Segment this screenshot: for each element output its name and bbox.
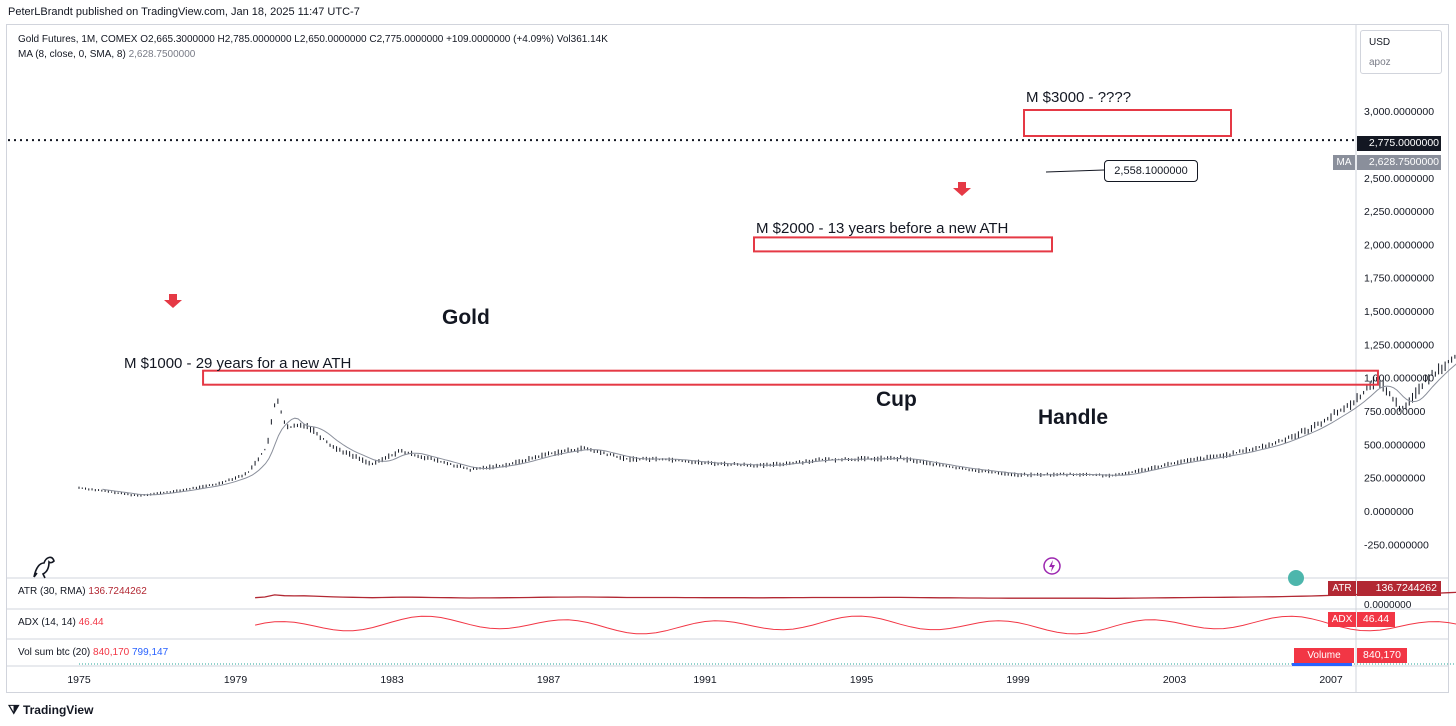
ma-tag-label: MA (1333, 155, 1355, 170)
series-title: Gold Futures, 1M, COMEX (18, 34, 138, 45)
y-tick-label: 1,000.0000000 (1364, 373, 1434, 385)
series-legend: Gold Futures, 1M, COMEX O2,665.3000000 H… (18, 34, 608, 45)
ma-label: MA (8, close, 0, SMA, 8) (18, 49, 126, 60)
x-tick-label: 1991 (693, 674, 717, 686)
adx-legend: ADX (14, 14) 46.44 (18, 617, 104, 628)
dino-replay-icon (33, 556, 55, 579)
chart-frame (6, 24, 1449, 693)
x-tick-label: 1979 (224, 674, 248, 686)
tradingview-footer[interactable]: ⧩ TradingView (8, 702, 93, 718)
annotation-m3000: M $3000 - ???? (1026, 89, 1132, 106)
currency-sub: apoz (1369, 57, 1391, 68)
tradingview-brand: TradingView (22, 703, 94, 717)
annotation-handle: Handle (1038, 406, 1109, 429)
x-tick-label: 1999 (1006, 674, 1030, 686)
y-tick-label: 250.0000000 (1364, 473, 1425, 485)
adx-line (254, 615, 1456, 635)
publisher-line: PeterLBrandt published on TradingView.co… (8, 6, 360, 18)
resistance-box (1023, 109, 1232, 137)
annotation-cup: Cup (876, 388, 917, 411)
callout-connector (1045, 169, 1105, 173)
adx-value: 46.44 (78, 617, 104, 628)
x-tick-label: 2007 (1319, 674, 1343, 686)
x-tick-label: 1975 (67, 674, 91, 686)
adx-tag-label: ADX (1328, 612, 1356, 627)
flash-event-icon (1043, 557, 1061, 575)
adx-price-tag: 46.44 (1357, 612, 1395, 627)
atr-zero-label: 0.0000000 (1364, 600, 1412, 611)
volume-label: Vol sum btc (20) (18, 647, 91, 658)
atr-label: ATR (30, RMA) (18, 586, 86, 597)
volume-value-1: 840,170 (93, 647, 130, 658)
y-tick-label: 2,250.0000000 (1364, 206, 1434, 218)
atr-legend: ATR (30, RMA) 136.7244262 (18, 586, 147, 597)
currency-label: USD (1369, 37, 1391, 48)
atr-tag-label: ATR (1328, 581, 1356, 596)
x-tick-label: 1987 (537, 674, 561, 686)
x-tick-label: 1983 (380, 674, 404, 686)
volume-blue-marker (1292, 663, 1352, 666)
ohlc-values: O2,665.3000000 H2,785.0000000 L2,650.000… (140, 34, 608, 45)
y-tick-label: 1,500.0000000 (1364, 306, 1434, 318)
tradingview-logo-icon: ⧩ (8, 702, 20, 717)
y-tick-label: 1,250.0000000 (1364, 339, 1434, 351)
x-tick-label: 2003 (1163, 674, 1187, 686)
atr-line (255, 591, 1456, 599)
ma-price-tag: 2,628.7500000 (1357, 155, 1441, 170)
currency-selector[interactable]: USD apoz (1360, 30, 1442, 74)
annotation-gold: Gold (442, 306, 490, 329)
atr-price-tag: 136.7244262 (1357, 581, 1441, 596)
down-arrow-icon (953, 182, 971, 196)
candles (78, 354, 1456, 497)
y-tick-label: 2,500.0000000 (1364, 173, 1434, 185)
flash-event-icon (1049, 560, 1055, 572)
y-tick-label: 2,000.0000000 (1364, 239, 1434, 251)
volume-legend: Vol sum btc (20) 840,170 799,147 (18, 647, 168, 658)
y-tick-label: 3,000.0000000 (1364, 106, 1434, 118)
ma-line (102, 363, 1456, 496)
x-tick-label: 1995 (850, 674, 874, 686)
last-price-tag: 2,775.0000000 (1357, 136, 1441, 151)
y-tick-label: 500.0000000 (1364, 439, 1425, 451)
event-dot-icon (1288, 570, 1304, 586)
y-tick-label: 750.0000000 (1364, 406, 1425, 418)
resistance-box (202, 369, 1379, 386)
ma-value: 2,628.7500000 (128, 49, 196, 60)
adx-label: ADX (14, 14) (18, 617, 76, 628)
resistance-box (753, 236, 1053, 253)
price-callout[interactable]: 2,558.1000000 (1104, 160, 1198, 182)
down-arrow-icon (164, 294, 182, 308)
volume-price-tag: 840,170 (1357, 648, 1407, 663)
volume-tag-label: Volume (1294, 648, 1354, 663)
y-tick-label: -250.0000000 (1364, 539, 1429, 551)
y-tick-label: 1,750.0000000 (1364, 273, 1434, 285)
atr-value: 136.7244262 (88, 586, 147, 597)
volume-value-2: 799,147 (131, 647, 169, 658)
annotation-m2000: M $2000 - 13 years before a new ATH (756, 220, 1009, 237)
y-tick-label: 0.0000000 (1364, 506, 1414, 518)
ma-legend: MA (8, close, 0, SMA, 8) 2,628.7500000 (18, 49, 195, 60)
annotation-m1000: M $1000 - 29 years for a new ATH (124, 355, 352, 372)
